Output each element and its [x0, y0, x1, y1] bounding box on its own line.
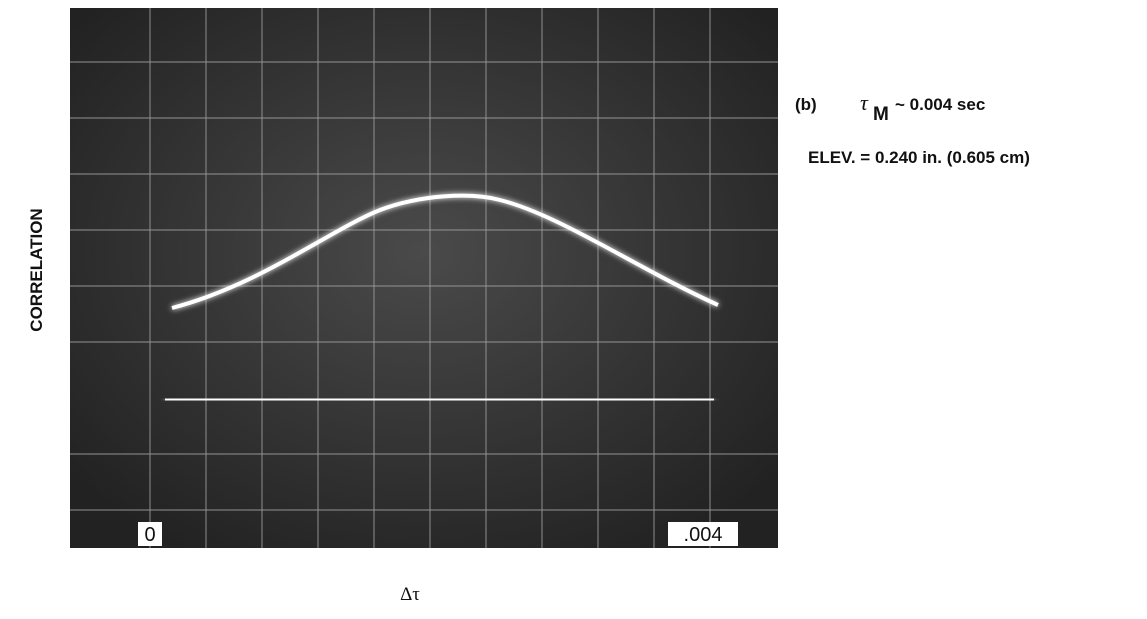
x-axis-label: Δτ [400, 584, 420, 605]
tau-subscript: M [873, 104, 889, 125]
elevation-note: ELEV. = 0.240 in. (0.605 cm) [808, 148, 1030, 167]
tau-symbol: τ [860, 90, 869, 115]
tau-relation: ~ 0.004 sec [895, 95, 985, 114]
figure: 0 .004 CORRELATION Δτ (b) τ M ~ 0.004 se… [0, 0, 1147, 619]
y-axis-label: CORRELATION [27, 208, 46, 331]
panel-label: (b) [795, 95, 817, 114]
x-start-label: 0 [144, 524, 155, 546]
baseline-trace [165, 399, 714, 400]
x-end-label: .004 [684, 524, 723, 546]
oscilloscope-photo [70, 8, 778, 548]
